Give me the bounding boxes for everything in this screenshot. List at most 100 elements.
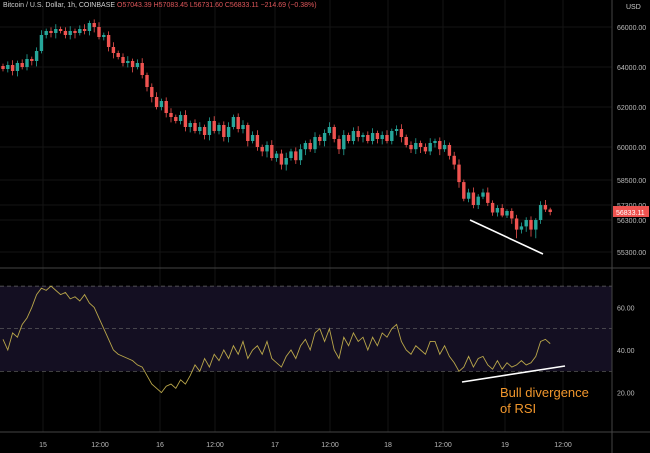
candle-body [442, 145, 447, 150]
candle-body [169, 113, 173, 117]
time-tick-label: 12:00 [554, 442, 572, 449]
candle-body [490, 202, 495, 213]
candle-body [30, 59, 34, 61]
time-tick-label: 12:00 [91, 442, 109, 449]
candle-body [390, 131, 394, 141]
candle-body [370, 133, 375, 141]
price-tick-label: 55300.00 [617, 250, 646, 257]
candle-body [274, 153, 279, 158]
candle-body [265, 145, 269, 152]
candle-body [318, 137, 322, 141]
candle-body [73, 31, 77, 33]
candle-body [207, 121, 212, 135]
candle-body [260, 147, 264, 152]
last-price-label: 56833.11 [616, 210, 645, 217]
time-tick-label: 12:00 [434, 442, 452, 449]
candle-body [188, 123, 192, 127]
candle-body [322, 133, 327, 141]
candle-body [226, 127, 231, 137]
candle-body [198, 127, 202, 131]
time-tick-label: 12:00 [206, 442, 224, 449]
candle-body [87, 23, 92, 31]
rsi-divergence-line [461, 365, 566, 383]
candle-body [356, 131, 360, 137]
time-tick-label: 17 [271, 442, 279, 449]
candle-body [332, 127, 336, 139]
candle-body [284, 158, 288, 165]
symbol-header: Bitcoin / U.S. Dollar, 1h, COINBASE O570… [3, 2, 317, 9]
candle-body [452, 155, 456, 165]
candle-body [49, 31, 53, 33]
candle-body [183, 115, 188, 127]
time-tick-label: 18 [384, 442, 392, 449]
candle-body [534, 220, 538, 230]
candle-body [313, 137, 317, 150]
annotation-text-line2: of RSI [500, 401, 536, 416]
annotation-text: Bull divergence [500, 385, 589, 400]
candle-body [466, 192, 471, 199]
candle-body [394, 129, 399, 131]
candle-body [303, 143, 308, 150]
candle-body [298, 149, 303, 161]
candle-body [212, 121, 216, 131]
price-tick-label: 60000.00 [617, 145, 646, 152]
candle-body [63, 31, 68, 35]
candle-body [438, 141, 442, 150]
candle-body [39, 35, 44, 51]
candle-body [68, 31, 72, 35]
price-tick-label: 66000.00 [617, 25, 646, 32]
rsi-tick-label: 60.00 [617, 305, 635, 312]
candle-body [500, 208, 504, 216]
candle-body [404, 137, 408, 145]
price-tick-label: 62000.00 [617, 105, 646, 112]
candle-body [414, 143, 418, 150]
candle-body [15, 63, 20, 71]
candle-body [102, 35, 106, 37]
candle-body [342, 135, 346, 150]
candle-body [543, 205, 548, 210]
candle-body [337, 139, 341, 150]
candle-body [54, 29, 58, 33]
last-price-badge [613, 206, 649, 218]
candle-body [538, 205, 543, 220]
candle-body [92, 23, 96, 27]
candle-body [308, 143, 312, 150]
candle-body [78, 29, 82, 33]
candle-body [116, 53, 120, 57]
candle-body [25, 59, 29, 67]
candle-body [130, 61, 135, 67]
candle-body [385, 135, 389, 141]
candle-body [433, 141, 437, 143]
currency-label: USD [626, 4, 641, 11]
candle-body [409, 145, 413, 150]
candle-body [178, 115, 183, 121]
candle-body [548, 209, 552, 213]
candle-body [126, 61, 130, 63]
time-tick-label: 12:00 [321, 442, 339, 449]
candle-body [447, 145, 452, 156]
candle-body [140, 63, 144, 75]
candle-body [121, 57, 125, 63]
rsi-tick-label: 40.00 [617, 348, 635, 355]
candle-body [6, 65, 10, 69]
candle-body [462, 182, 466, 199]
candle-body [1, 66, 5, 69]
candle-body [44, 31, 48, 35]
candle-body [97, 27, 101, 37]
candle-body [222, 125, 226, 137]
price-tick-label: 56300.00 [617, 218, 646, 225]
candle-body [270, 145, 274, 158]
candle-body [58, 29, 63, 31]
candle-body [154, 97, 159, 107]
candle-body [428, 143, 432, 152]
high-value: H57083.45 [153, 2, 188, 9]
candle-body [510, 211, 514, 219]
candle-body [351, 131, 356, 141]
candle-body [366, 135, 370, 141]
price-tick-label: 58500.00 [617, 178, 646, 185]
candle-body [231, 117, 236, 127]
symbol-title: Bitcoin / U.S. Dollar, 1h, COINBASE [3, 2, 116, 9]
candle-body [476, 196, 480, 205]
candle-body [514, 218, 519, 230]
